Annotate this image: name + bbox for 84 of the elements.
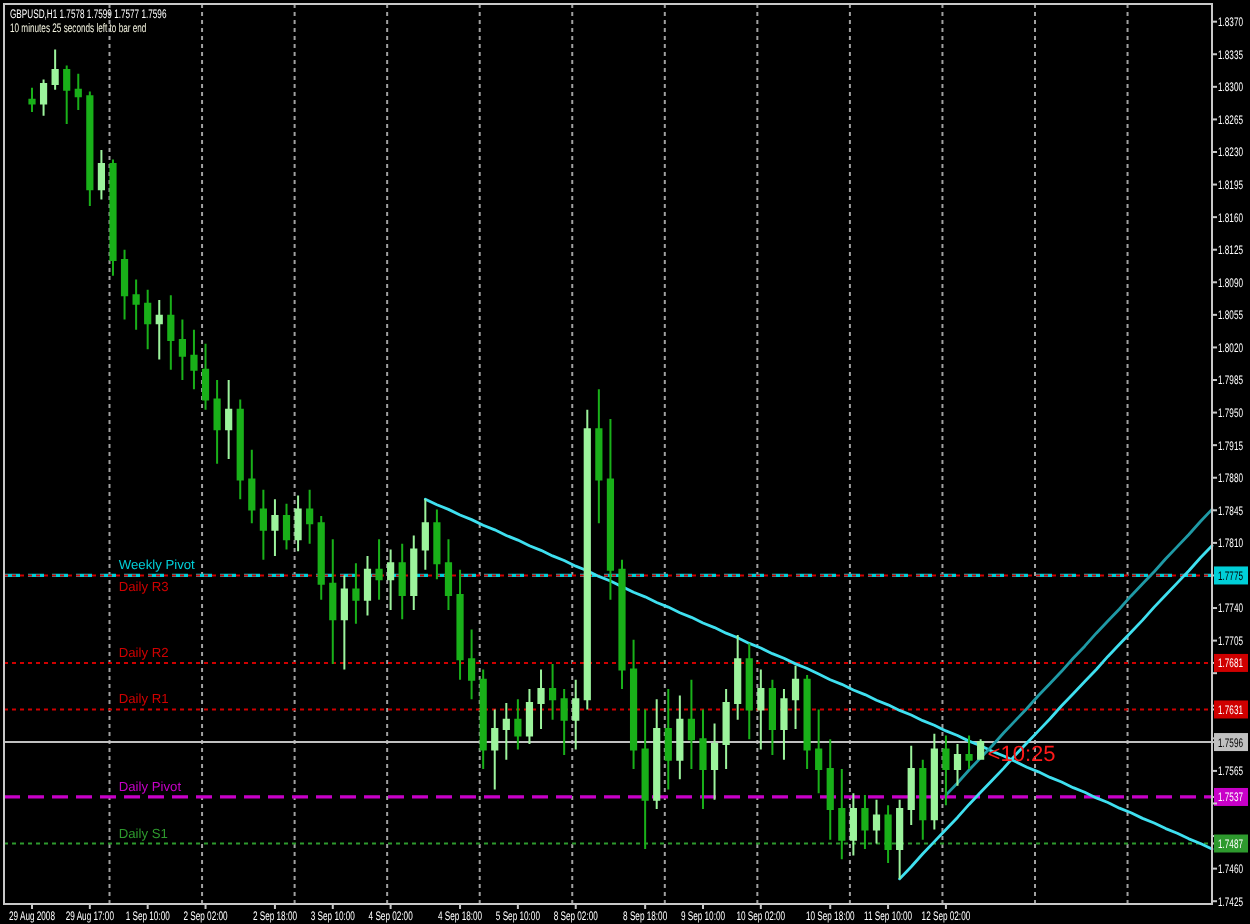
- candlestick: [352, 562, 360, 625]
- candlestick: [560, 688, 568, 757]
- candlestick: [745, 642, 753, 741]
- candlestick: [74, 72, 82, 112]
- candlestick: [722, 688, 730, 771]
- candlestick: [109, 158, 117, 277]
- candlestick: [97, 149, 106, 201]
- candlestick: [687, 678, 696, 771]
- candlestick: [398, 542, 406, 621]
- candlestick: [456, 568, 464, 681]
- candlestick: [271, 498, 279, 557]
- candlestick: [815, 708, 823, 795]
- candlestick: [838, 768, 846, 861]
- candlestick: [791, 664, 800, 731]
- line-series: [944, 507, 1214, 797]
- candlestick: [421, 498, 429, 571]
- candlestick: [757, 668, 765, 751]
- candlestick: [676, 694, 684, 781]
- candlestick: [444, 538, 453, 611]
- candlestick: [259, 488, 267, 561]
- candlestick: [468, 628, 476, 701]
- candlestick: [629, 638, 638, 771]
- candlestick: [63, 64, 71, 126]
- candlestick: [861, 794, 869, 851]
- candlestick: [51, 48, 59, 91]
- candlestick: [86, 90, 94, 207]
- candlestick: [734, 634, 742, 721]
- candlestick: [317, 514, 325, 601]
- candlestick: [803, 674, 811, 771]
- candlestick: [548, 662, 557, 721]
- candlestick: [699, 708, 707, 811]
- candlestick: [710, 722, 719, 801]
- candlestick: [537, 668, 545, 731]
- candlestick: [919, 758, 927, 841]
- candlestick: [849, 792, 857, 857]
- candlestick: [479, 668, 487, 771]
- candlestick: [896, 798, 904, 880]
- candlestick: [155, 298, 163, 361]
- candlestick: [213, 379, 221, 465]
- candlestick: [190, 328, 198, 391]
- candlestick: [618, 558, 626, 691]
- candlestick: [572, 678, 580, 751]
- candlestick: [606, 418, 615, 601]
- candlestick: [525, 688, 534, 745]
- candlestick: [491, 708, 499, 791]
- candlestick: [977, 738, 985, 761]
- candlestick: [953, 742, 962, 787]
- candlestick: [433, 508, 441, 581]
- candlestick: [248, 448, 256, 525]
- candlestick: [595, 388, 603, 525]
- candlestick: [282, 502, 291, 551]
- candlestick: [28, 86, 36, 113]
- candlestick: [120, 248, 129, 321]
- candlestick: [514, 698, 522, 751]
- candlestick: [236, 398, 244, 501]
- candlestick: [930, 732, 938, 831]
- candlestick: [872, 798, 881, 845]
- candlestick: [167, 294, 175, 371]
- candlestick: [907, 744, 915, 826]
- candlestick: [39, 78, 48, 117]
- candlestick: [144, 288, 152, 351]
- candlestick: [387, 548, 395, 611]
- candlestick: [583, 408, 591, 711]
- candlestick: [363, 554, 372, 617]
- candlestick: [225, 379, 233, 461]
- candlestick: [641, 708, 649, 851]
- candlestick: [768, 678, 776, 757]
- candlestick: [294, 494, 302, 553]
- candlestick: [965, 734, 973, 771]
- candlestick: [410, 534, 418, 611]
- candlestick: [780, 688, 788, 761]
- candlestick: [201, 342, 210, 411]
- candlestick: [132, 278, 140, 331]
- candlestick: [884, 804, 892, 865]
- candlestick: [178, 318, 186, 382]
- candlestick: [340, 574, 348, 671]
- candlestick: [942, 734, 950, 807]
- candlestick: [502, 701, 510, 761]
- candlestick: [653, 698, 661, 811]
- candlestick: [329, 538, 337, 665]
- candlestick: [664, 688, 672, 791]
- candlestick: [306, 488, 314, 545]
- candlestick: [826, 738, 834, 841]
- candlestick: [375, 538, 383, 601]
